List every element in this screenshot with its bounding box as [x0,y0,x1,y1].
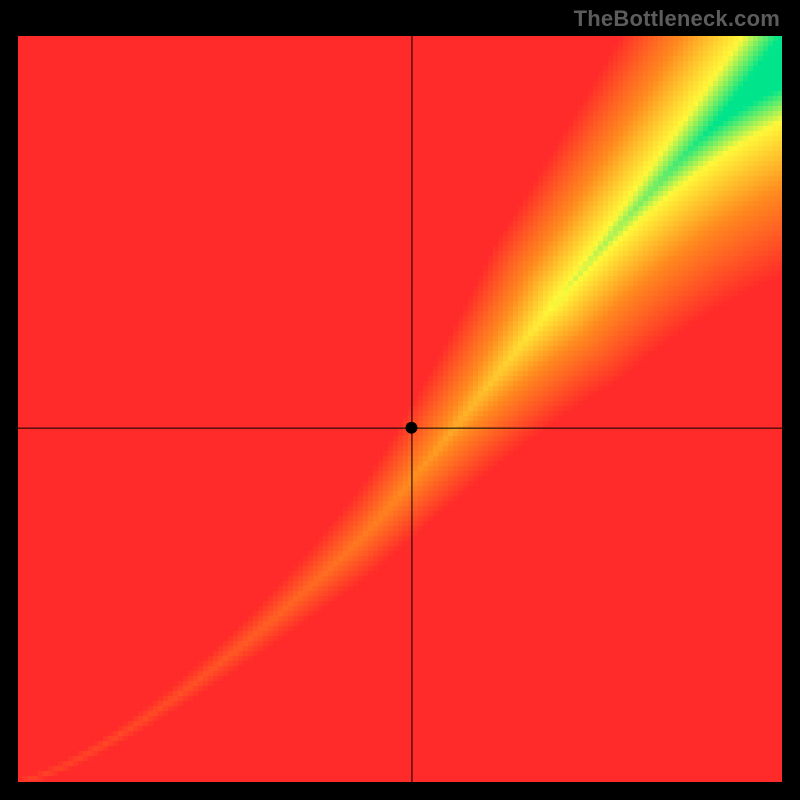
bottleneck-heatmap-canvas [18,36,782,782]
heatmap-plot-area [18,36,782,782]
watermark-text: TheBottleneck.com [574,6,780,32]
chart-container: { "watermark": { "text": "TheBottleneck.… [0,0,800,800]
